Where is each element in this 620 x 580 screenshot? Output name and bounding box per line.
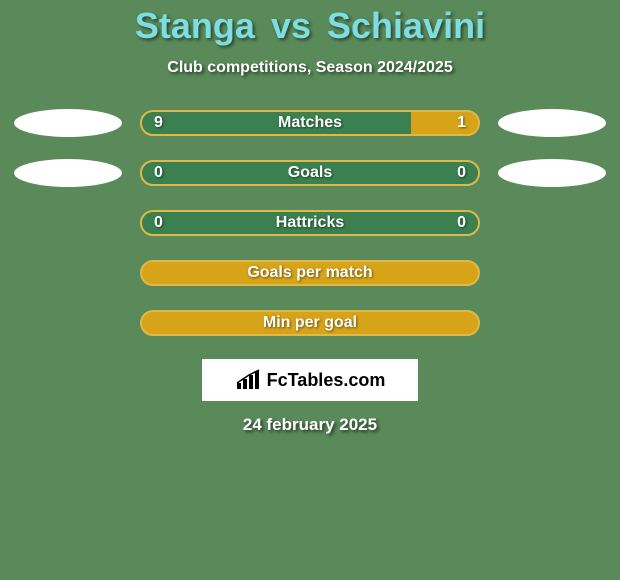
stat-bar: 0 0 Goals: [140, 160, 480, 186]
stat-bar: 0 0 Hattricks: [140, 210, 480, 236]
stat-right-value: 0: [457, 214, 466, 232]
stat-right-value: 1: [457, 114, 466, 132]
subtitle: Club competitions, Season 2024/2025: [0, 59, 620, 77]
stat-bar: 9 1 Matches: [140, 110, 480, 136]
stat-bar: Min per goal: [140, 310, 480, 336]
date-text: 24 february 2025: [0, 415, 620, 435]
player2-name: Schiavini: [327, 5, 485, 46]
player1-badge: [14, 159, 122, 187]
stat-rows: 9 1 Matches 0 0 Goals 0 0 Hattricks Goals per mat…: [0, 109, 620, 337]
player1-name: Stanga: [135, 5, 255, 46]
stat-row: Goals per match: [0, 259, 620, 287]
stat-label: Min per goal: [263, 314, 357, 332]
player2-badge: [498, 109, 606, 137]
stat-row: 0 0 Goals: [0, 159, 620, 187]
footer-brand-box: FcTables.com: [202, 359, 418, 401]
stat-bar: Goals per match: [140, 260, 480, 286]
footer-brand-text: FcTables.com: [267, 370, 386, 391]
page-title: Stanga vs Schiavini: [0, 5, 620, 47]
stat-left-value: 0: [154, 214, 163, 232]
stat-label: Goals per match: [247, 264, 372, 282]
stat-label: Hattricks: [276, 214, 344, 232]
player2-badge: [498, 159, 606, 187]
stat-left-value: 9: [154, 114, 163, 132]
stat-row: 0 0 Hattricks: [0, 209, 620, 237]
stat-left-value: 0: [154, 164, 163, 182]
stat-right-value: 0: [457, 164, 466, 182]
stat-row: Min per goal: [0, 309, 620, 337]
bar-fill-right: [411, 112, 478, 134]
vs-text: vs: [271, 5, 311, 46]
stat-row: 9 1 Matches: [0, 109, 620, 137]
stats-container: Stanga vs Schiavini Club competitions, S…: [0, 0, 620, 580]
player1-badge: [14, 109, 122, 137]
chart-icon: [235, 369, 261, 391]
bar-fill-left: [142, 112, 411, 134]
stat-label: Matches: [278, 114, 342, 132]
stat-label: Goals: [288, 164, 332, 182]
